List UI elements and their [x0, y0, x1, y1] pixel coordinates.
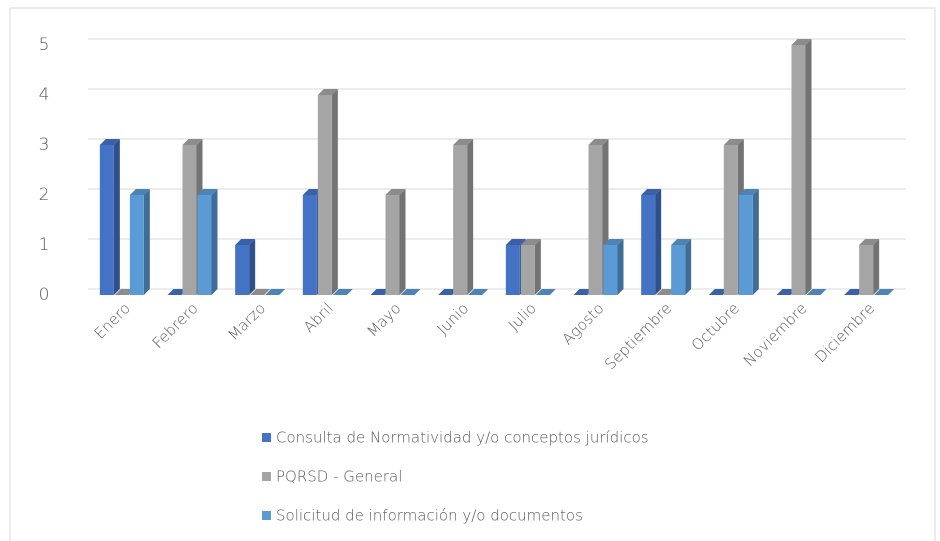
bar-side [685, 239, 692, 295]
bar-top [723, 139, 744, 145]
y-tick-label: 4 [39, 85, 50, 105]
legend-swatch [262, 511, 271, 520]
bar-top [400, 289, 421, 295]
bar [468, 289, 489, 295]
bar-top [588, 139, 609, 145]
bar-side [617, 239, 624, 295]
bar [535, 289, 556, 295]
bar-top [99, 139, 120, 145]
bar-top [874, 289, 895, 295]
bar [791, 39, 812, 295]
bar-side [113, 139, 120, 295]
bar [265, 289, 286, 295]
bar-top [182, 139, 203, 145]
bar-front [182, 145, 197, 295]
bar-top [603, 239, 624, 245]
bar [603, 239, 624, 295]
bar-side [655, 189, 662, 295]
bar-side [143, 189, 150, 295]
bar-side [399, 189, 406, 295]
bar-top [641, 189, 662, 195]
bar-top [806, 289, 827, 295]
y-tick-label: 2 [39, 185, 50, 205]
bar-front [520, 245, 535, 295]
bar [520, 239, 541, 295]
legend-label: PQRSD - General [276, 468, 402, 486]
bar-front [859, 245, 874, 295]
bar [99, 139, 120, 295]
bar-top [385, 189, 406, 195]
bar-top [129, 189, 150, 195]
bar [859, 239, 880, 295]
bar-top [535, 289, 556, 295]
bar-side [534, 239, 541, 295]
bar [400, 289, 421, 295]
bar-side [873, 239, 880, 295]
bar [738, 189, 759, 295]
y-tick-label: 3 [39, 135, 50, 155]
bar-front [317, 95, 332, 295]
bar-front [738, 195, 753, 295]
bar [235, 239, 256, 295]
bar [671, 239, 692, 295]
bar-front [671, 245, 686, 295]
bar-top [265, 289, 286, 295]
bar [317, 89, 338, 295]
bar-top [250, 289, 271, 295]
bar-side [331, 89, 338, 295]
bar-side [752, 189, 759, 295]
bar-front [588, 145, 603, 295]
bar-top [317, 89, 338, 95]
legend-label: Solicitud de información y/o documentos [276, 507, 583, 525]
bar-front [723, 145, 738, 295]
bar-front [302, 195, 317, 295]
bar [806, 289, 827, 295]
bar-front [129, 195, 144, 295]
bar-top [859, 239, 880, 245]
y-tick-label: 0 [39, 285, 50, 305]
bar [197, 189, 218, 295]
bar [385, 189, 406, 295]
bar-top [671, 239, 692, 245]
bar-top [738, 189, 759, 195]
bar-front [385, 195, 400, 295]
bar-top [505, 239, 526, 245]
legend-swatch [262, 472, 271, 481]
bar [874, 289, 895, 295]
bar [332, 289, 353, 295]
bar-side [249, 239, 256, 295]
bar-front [791, 45, 806, 295]
bar [641, 189, 662, 295]
bar-top [468, 289, 489, 295]
legend-swatch [262, 433, 271, 442]
bar-front [505, 245, 520, 295]
bar [129, 189, 150, 295]
bar [453, 139, 474, 295]
y-tick-label: 1 [39, 235, 50, 255]
bar-front [641, 195, 656, 295]
bar-top [235, 239, 256, 245]
bar-top [453, 139, 474, 145]
bar-top [520, 239, 541, 245]
bar-front [235, 245, 250, 295]
bar [250, 289, 271, 295]
bar-front [99, 145, 114, 295]
legend-label: Consulta de Normatividad y/o conceptos j… [276, 429, 649, 447]
bar-front [197, 195, 212, 295]
bar-top [197, 189, 218, 195]
bar-front [603, 245, 618, 295]
bar-side [805, 39, 812, 295]
y-tick-label: 5 [39, 35, 50, 55]
bar-top [332, 289, 353, 295]
bar-front [453, 145, 468, 295]
bar-side [211, 189, 218, 295]
bar-top [791, 39, 812, 45]
bar-side [467, 139, 474, 295]
